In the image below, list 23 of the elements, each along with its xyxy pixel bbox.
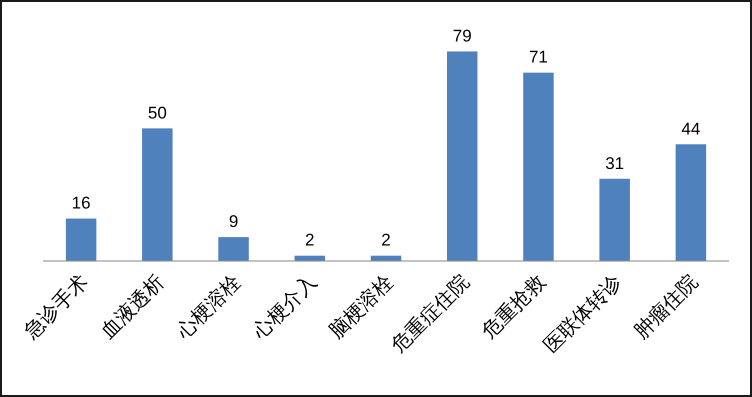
bar bbox=[218, 237, 249, 261]
bar bbox=[142, 128, 173, 261]
bar bbox=[676, 144, 706, 261]
bar bbox=[66, 218, 96, 261]
data-label: 9 bbox=[228, 212, 238, 232]
data-label: 16 bbox=[72, 194, 91, 213]
x-tick-label: 急诊手术 bbox=[20, 270, 93, 344]
x-tick-label: 心梗溶栓 bbox=[172, 270, 246, 344]
x-tick-label: 心梗介入 bbox=[248, 270, 322, 344]
data-label: 2 bbox=[305, 230, 315, 250]
bar bbox=[446, 51, 478, 261]
data-label: 50 bbox=[148, 103, 167, 122]
bar bbox=[370, 256, 402, 261]
data-label: 31 bbox=[605, 154, 624, 173]
data-label: 71 bbox=[528, 48, 548, 67]
data-label: 44 bbox=[681, 119, 700, 138]
x-tick-label: 血液透析 bbox=[96, 270, 169, 344]
bar bbox=[523, 72, 554, 261]
bar bbox=[599, 178, 630, 261]
data-label: 2 bbox=[381, 230, 391, 250]
x-tick-label: 肿瘤住院 bbox=[630, 270, 702, 344]
bar bbox=[294, 256, 326, 261]
data-label: 79 bbox=[452, 26, 472, 46]
